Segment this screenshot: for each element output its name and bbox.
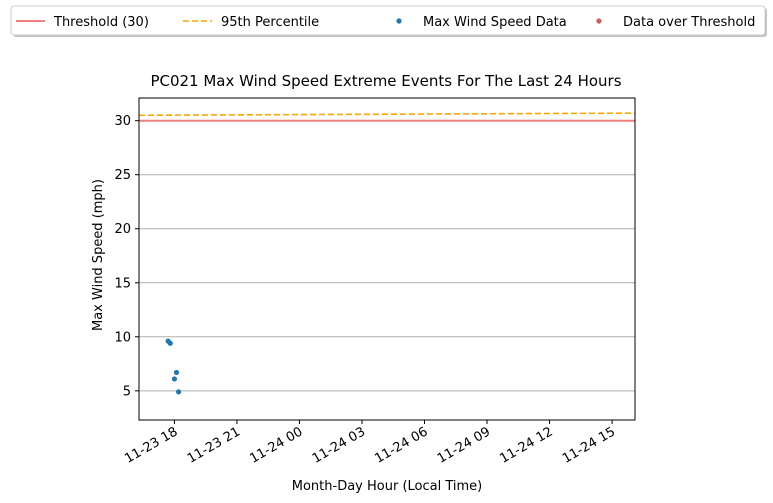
x-tick-label: 11-23 18 <box>122 424 180 466</box>
legend-label: Threshold (30) <box>53 15 149 30</box>
x-tick-label: 11-24 15 <box>560 424 618 466</box>
x-axis: 11-23 18 11-23 21 11-24 00 11-24 03 11-24 06… <box>122 420 618 467</box>
x-axis-label: Month-Day Hour (Local Time) <box>292 479 482 494</box>
x-tick-label: 11-24 00 <box>247 424 305 466</box>
y-tick-label: 20 <box>114 222 131 237</box>
x-tick-label: 11-24 06 <box>372 424 430 466</box>
percentile-line <box>138 112 636 117</box>
gridlines <box>139 120 635 392</box>
chart-title: PC021 Max Wind Speed Extreme Events For … <box>150 72 621 90</box>
legend: Threshold (30) 95th Percentile Max Wind Sp… <box>10 5 767 37</box>
y-tick-label: 5 <box>123 384 131 399</box>
legend-label: 95th Percentile <box>221 15 319 30</box>
y-axis-label: Max Wind Speed (mph) <box>91 179 106 331</box>
x-tick-label: 11-24 03 <box>310 424 368 466</box>
data-point <box>171 376 178 382</box>
data-point <box>173 369 180 376</box>
y-tick-label: 10 <box>114 330 131 345</box>
x-tick-label: 11-24 09 <box>435 424 493 466</box>
data-point <box>175 389 182 395</box>
x-tick-label: 11-23 21 <box>185 424 243 466</box>
series-layer <box>138 112 636 395</box>
y-tick-label: 30 <box>114 114 131 129</box>
legend-label: Max Wind Speed Data <box>423 15 567 30</box>
y-tick-label: 15 <box>114 276 131 291</box>
plot-frame <box>138 97 636 421</box>
y-axis: 5 10 15 20 25 30 <box>114 114 139 399</box>
legend-marker-points <box>596 18 602 24</box>
legend-marker-points <box>396 18 402 24</box>
legend-label: Data over Threshold <box>623 15 755 30</box>
data-point <box>167 340 173 346</box>
x-tick-label: 11-24 12 <box>497 424 555 466</box>
y-tick-label: 25 <box>114 168 131 183</box>
